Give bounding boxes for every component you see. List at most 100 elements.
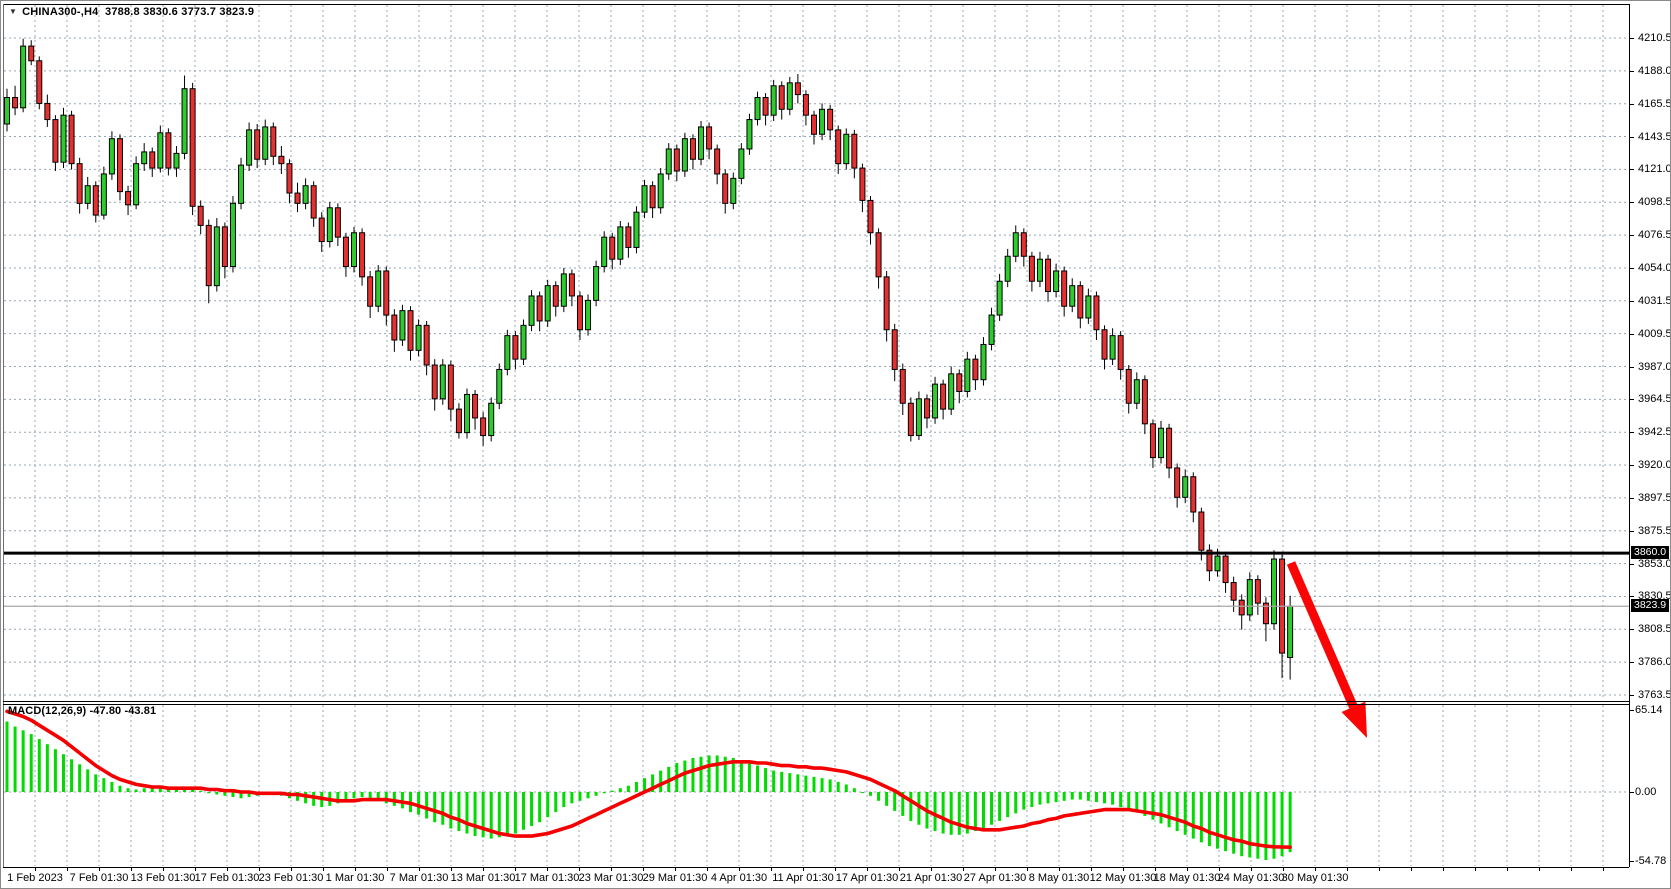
time-axis-tick bbox=[1219, 868, 1220, 871]
macd-axis-tick bbox=[1629, 792, 1634, 793]
time-axis-tick bbox=[1347, 868, 1348, 871]
chevron-down-icon[interactable]: ▼ bbox=[9, 7, 18, 16]
time-axis-tick bbox=[739, 868, 740, 871]
time-axis-tick bbox=[1539, 868, 1540, 871]
time-axis-label: 11 Apr 01:30 bbox=[772, 872, 834, 884]
price-axis-label: 4188.0 bbox=[1638, 64, 1671, 77]
time-axis-tick bbox=[323, 868, 324, 871]
price-axis-tick bbox=[1629, 662, 1634, 664]
ohlc-low: 3773.7 bbox=[181, 6, 217, 18]
price-axis-tick bbox=[1629, 235, 1634, 237]
time-axis-label: 12 May 01:30 bbox=[1089, 872, 1157, 884]
time-axis-label: 21 Apr 01:30 bbox=[899, 872, 963, 884]
time-axis-tick bbox=[35, 868, 36, 871]
symbol-period-label: CHINA300-,H4 bbox=[22, 6, 99, 18]
macd-name: MACD(12,26,9) bbox=[8, 705, 87, 717]
price-axis-tick bbox=[1629, 399, 1634, 401]
macd-axis-label: 0.00 bbox=[1635, 786, 1657, 798]
time-axis-tick bbox=[67, 868, 68, 871]
time-axis-label: 1 Feb 2023 bbox=[7, 872, 63, 884]
price-axis-tick bbox=[1629, 300, 1634, 302]
price-axis-label: 4143.5 bbox=[1638, 130, 1671, 143]
price-axis-tick bbox=[1629, 103, 1634, 105]
price-axis-tick bbox=[1629, 629, 1634, 631]
time-axis-tick bbox=[227, 868, 228, 871]
pane-border-right bbox=[1629, 4, 1630, 867]
time-axis-label: 27 Apr 01:30 bbox=[963, 872, 1027, 884]
time-axis-tick bbox=[451, 868, 452, 871]
price-axis-label: 3808.5 bbox=[1638, 623, 1671, 636]
time-axis-label: 17 Apr 01:30 bbox=[835, 872, 899, 884]
price-axis-tick bbox=[1629, 38, 1634, 39]
time-axis-tick bbox=[483, 868, 484, 871]
price-axis-label: 4210.5 bbox=[1638, 32, 1671, 44]
time-axis-tick bbox=[611, 868, 612, 871]
symbol-header[interactable]: ▼ CHINA300-,H4 3788.8 3830.6 3773.7 3823.… bbox=[9, 6, 254, 18]
price-axis-tick bbox=[1629, 267, 1634, 269]
macd-pane-border-bottom bbox=[3, 867, 1629, 868]
time-axis-tick bbox=[163, 868, 164, 871]
time-axis-tick bbox=[1283, 868, 1284, 871]
time-axis-tick bbox=[1155, 868, 1156, 871]
price-axis-label: 3920.0 bbox=[1638, 459, 1671, 472]
price-axis-label: 3763.5 bbox=[1638, 689, 1671, 701]
time-axis-tick bbox=[1443, 868, 1444, 871]
time-axis-tick bbox=[835, 868, 836, 871]
time-axis-tick bbox=[1059, 868, 1060, 871]
current-price-badge: 3823.9 bbox=[1631, 599, 1670, 613]
ohlc-high: 3830.6 bbox=[143, 6, 178, 18]
price-axis-label: 4031.5 bbox=[1638, 294, 1671, 307]
time-axis-tick bbox=[419, 868, 420, 871]
price-axis-tick bbox=[1629, 136, 1634, 138]
time-axis-label: 30 May 01:30 bbox=[1281, 872, 1349, 884]
time-axis-tick bbox=[643, 868, 644, 871]
time-axis-tick bbox=[803, 868, 804, 871]
pane-border-left bbox=[3, 4, 4, 867]
time-axis-tick bbox=[931, 868, 932, 871]
price-axis-label: 3897.5 bbox=[1638, 491, 1671, 504]
time-axis-label: 24 May 01:30 bbox=[1217, 872, 1285, 884]
time-axis-label: 23 Mar 01:30 bbox=[578, 872, 644, 884]
time-axis-tick bbox=[675, 868, 676, 871]
time-axis-tick bbox=[195, 868, 196, 871]
price-axis-label: 3875.5 bbox=[1638, 524, 1671, 537]
time-axis-tick bbox=[1315, 868, 1316, 871]
down-arrow-annotation[interactable] bbox=[1286, 561, 1367, 738]
time-axis-tick bbox=[1475, 868, 1476, 871]
time-axis-tick bbox=[547, 868, 548, 871]
time-axis-tick bbox=[579, 868, 580, 871]
time-axis-tick bbox=[707, 868, 708, 871]
time-axis-tick bbox=[1187, 868, 1188, 871]
time-axis-tick bbox=[1027, 868, 1028, 871]
price-axis-tick bbox=[1629, 497, 1634, 499]
time-axis-label: 4 Apr 01:30 bbox=[710, 872, 768, 884]
time-axis-label: 29 Mar 01:30 bbox=[642, 872, 708, 884]
time-axis-tick bbox=[963, 868, 964, 871]
macd-signal-value: -43.81 bbox=[124, 705, 157, 717]
price-axis-tick bbox=[1629, 202, 1634, 204]
time-axis-tick bbox=[1571, 868, 1572, 871]
time-axis-label: 13 Feb 01:30 bbox=[130, 872, 196, 884]
main-pane-border-bottom bbox=[3, 701, 1629, 702]
time-axis-tick bbox=[355, 868, 356, 871]
time-axis-tick bbox=[867, 868, 868, 871]
time-axis-tick bbox=[1411, 868, 1412, 871]
time-axis-tick bbox=[1091, 868, 1092, 871]
time-axis-tick bbox=[515, 868, 516, 871]
macd-axis-label: 65.14 bbox=[1635, 703, 1663, 716]
price-axis-tick bbox=[1629, 169, 1634, 171]
macd-main-value: -47.80 bbox=[89, 705, 122, 717]
price-axis-label: 3987.0 bbox=[1638, 360, 1671, 373]
price-axis-tick bbox=[1629, 563, 1634, 565]
time-axis-tick bbox=[291, 868, 292, 871]
price-axis-tick bbox=[1629, 695, 1634, 696]
price-axis-label: 3942.5 bbox=[1638, 426, 1671, 439]
price-axis-tick bbox=[1629, 432, 1634, 434]
price-axis-label: 4165.5 bbox=[1638, 97, 1671, 110]
price-axis-label: 3964.5 bbox=[1638, 393, 1671, 406]
price-axis-tick bbox=[1629, 596, 1634, 598]
main-pane-border-top bbox=[3, 4, 1629, 5]
price-axis-label: 3853.0 bbox=[1638, 557, 1671, 570]
time-axis-label: 17 Feb 01:30 bbox=[194, 872, 260, 884]
